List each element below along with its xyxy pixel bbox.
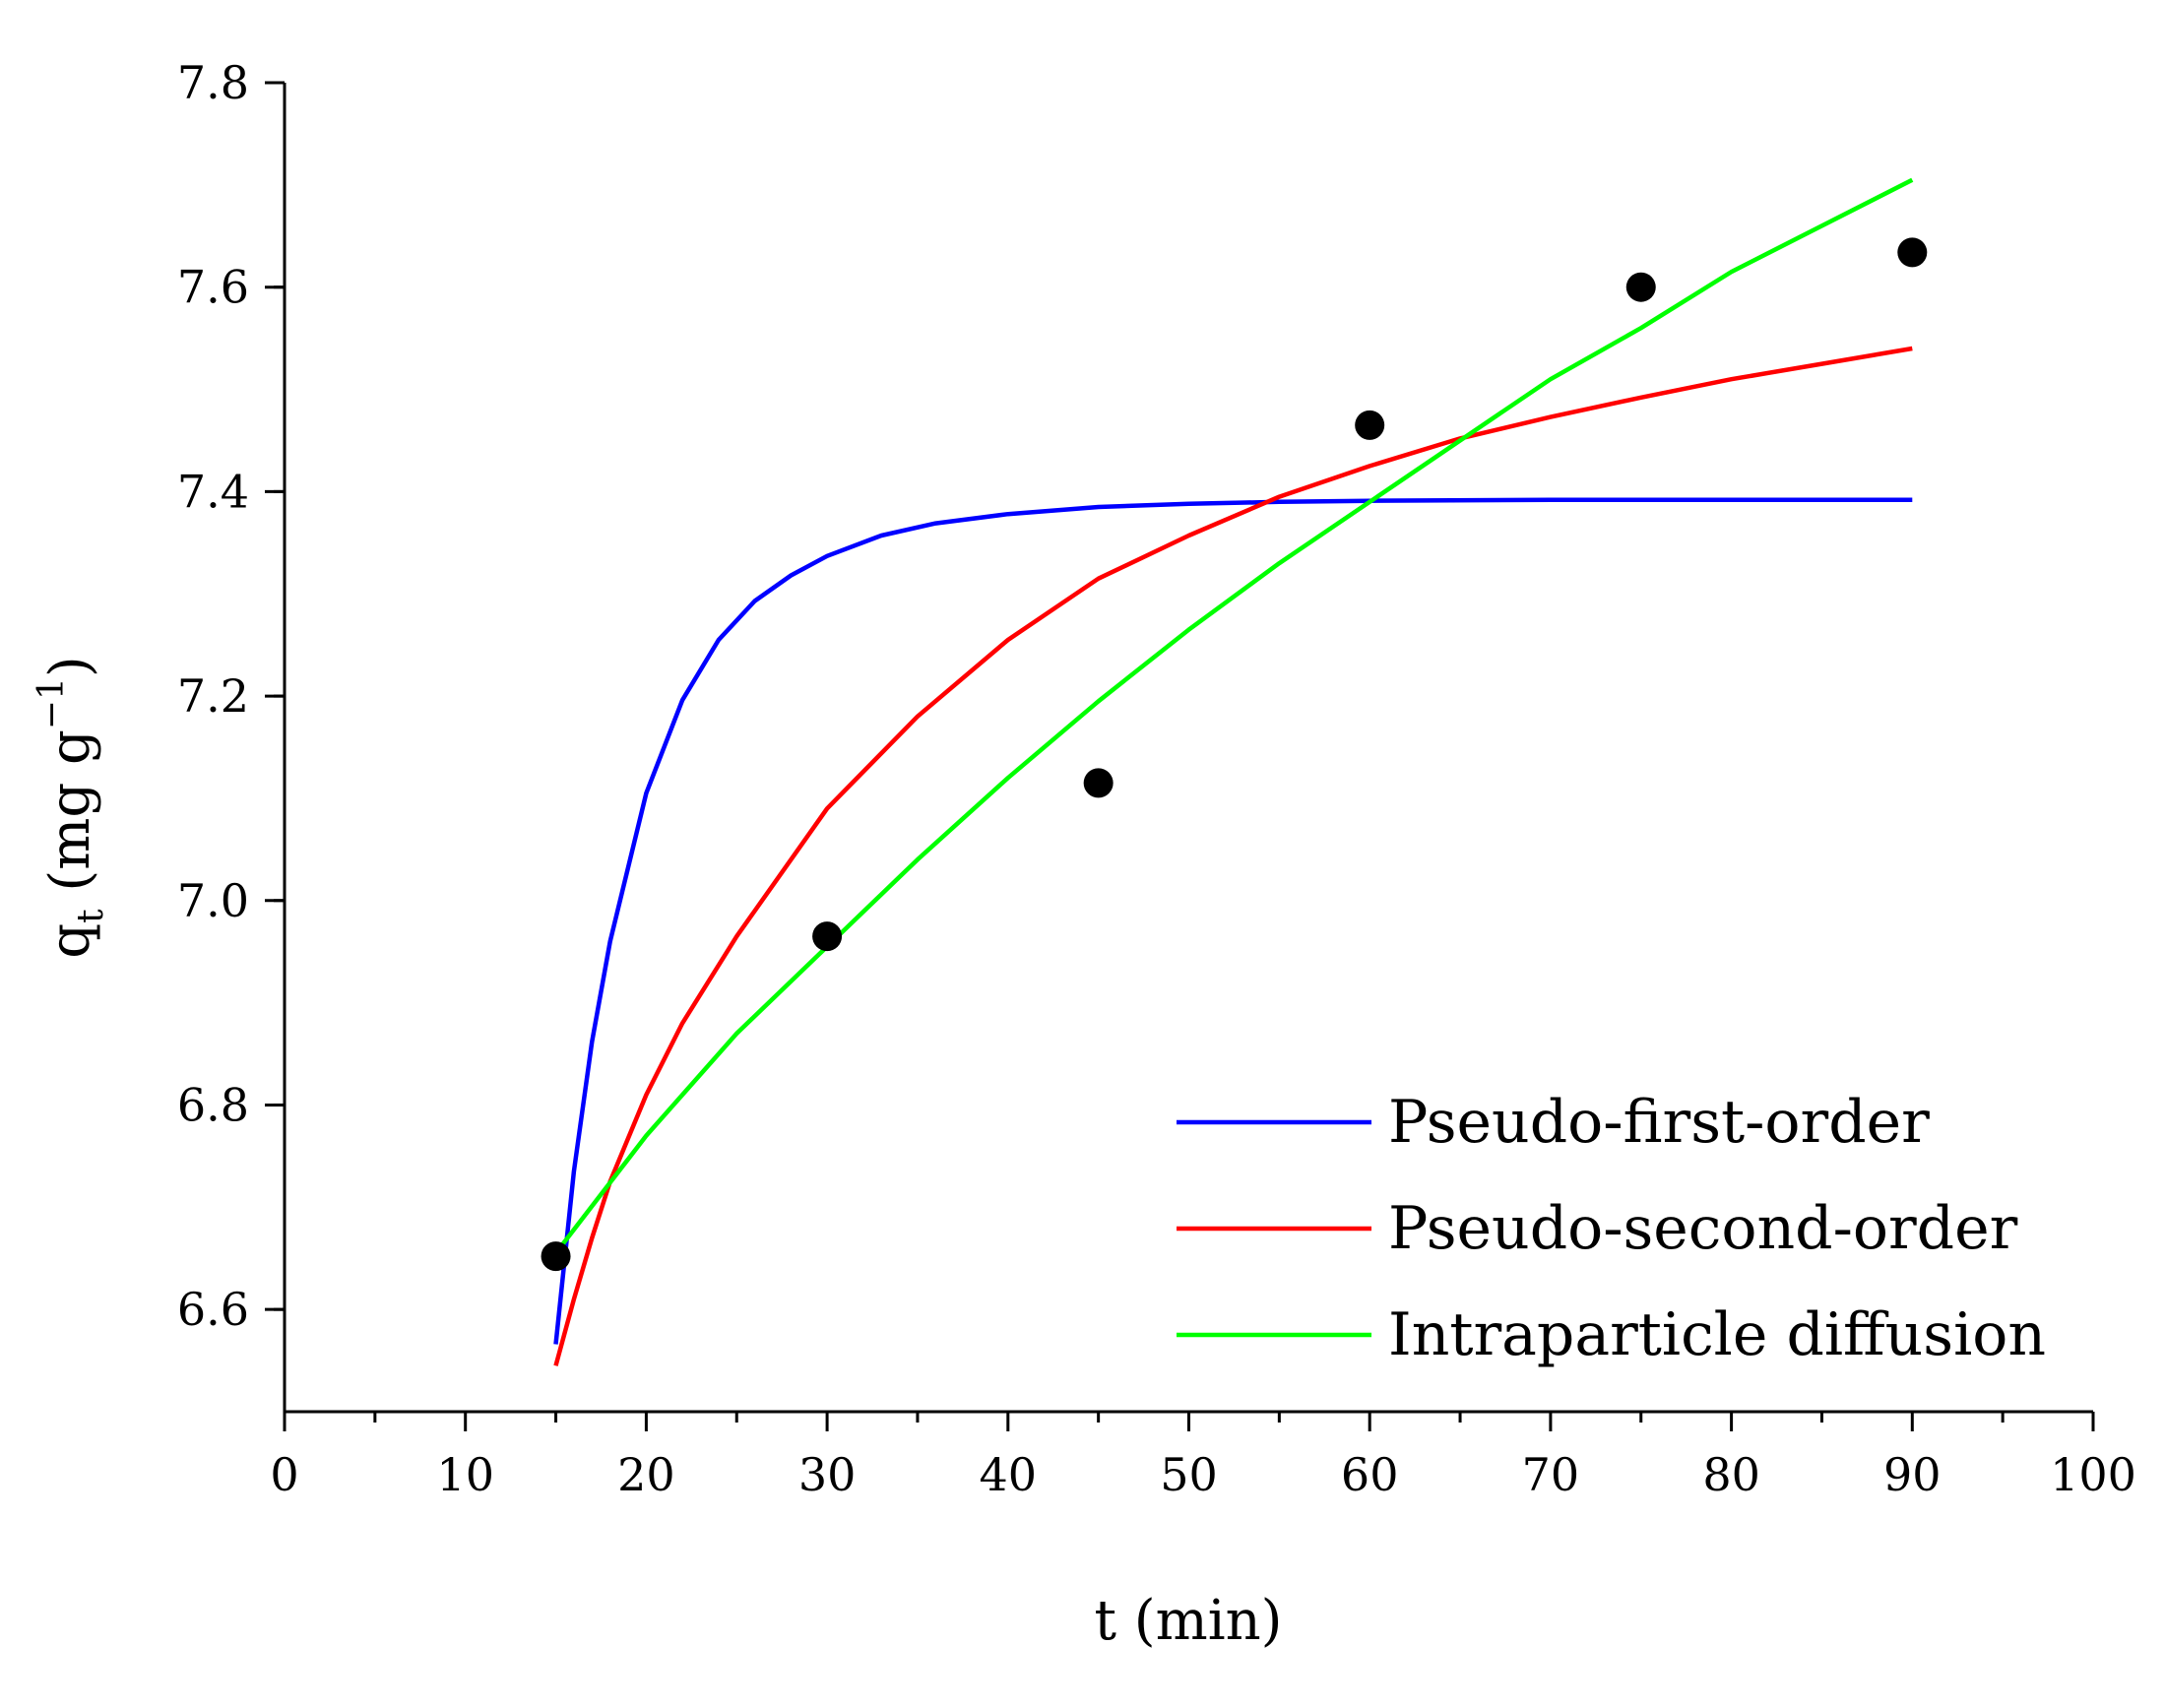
x-tick-label: 10 <box>436 1448 494 1501</box>
y-tick-label: 6.8 <box>177 1078 249 1131</box>
series-line-intraparticle-diffusion <box>553 177 1914 1255</box>
svg-text:qt (mg g−1): qt (mg g−1) <box>32 656 111 959</box>
x-tick-label: 50 <box>1160 1448 1218 1501</box>
data-point <box>1897 237 1928 268</box>
ticks: 0 10 20 30 40 50 60 70 80 90 100 6.6 6.8 7.0 7.2 7.4 7.6… <box>177 56 2136 1501</box>
y-axis-title-superscript: −1 <box>32 677 72 729</box>
fit-curves <box>553 177 1914 1366</box>
x-tick-label: 40 <box>980 1448 1038 1501</box>
y-tick-label: 6.6 <box>177 1283 249 1336</box>
x-axis-title: t (min) <box>1094 1589 1282 1653</box>
series-line-pseudo-second-order <box>553 346 1913 1366</box>
data-point <box>1355 410 1385 440</box>
y-axis-title: qt (mg g−1) <box>32 656 111 959</box>
legend-label: Intraparticle diffusion <box>1388 1300 2046 1369</box>
data-point <box>1625 272 1656 302</box>
y-tick-label: 7.2 <box>177 669 249 723</box>
y-tick-label: 7.0 <box>177 874 249 927</box>
series-line-pseudo-first-order <box>553 497 1913 1345</box>
data-points <box>541 237 1928 1272</box>
y-axis-title-close: ) <box>38 656 102 677</box>
data-point <box>541 1241 571 1272</box>
y-axis-title-unit: (mg g <box>38 729 102 909</box>
legend-label: Pseudo-second-order <box>1388 1194 2018 1263</box>
y-axis-title-subscript: t <box>71 909 111 923</box>
x-tick-label: 100 <box>2050 1448 2136 1501</box>
x-tick-label: 90 <box>1883 1448 1942 1501</box>
x-tick-label: 0 <box>270 1448 298 1501</box>
data-point <box>1083 768 1114 798</box>
x-tick-label: 20 <box>617 1448 675 1501</box>
x-tick-label: 80 <box>1702 1448 1760 1501</box>
legend-label: Pseudo-first-order <box>1388 1088 1930 1157</box>
legend: Pseudo-first-order Pseudo-second-order Int… <box>1177 1088 2046 1369</box>
y-tick-label: 7.4 <box>177 465 249 518</box>
x-tick-label: 60 <box>1341 1448 1399 1501</box>
data-point <box>812 921 843 952</box>
y-axis-title-base: q <box>38 923 102 959</box>
x-tick-label: 30 <box>798 1448 857 1501</box>
y-tick-label: 7.8 <box>177 56 249 109</box>
y-tick-label: 7.6 <box>177 261 249 314</box>
x-tick-label: 70 <box>1522 1448 1580 1501</box>
